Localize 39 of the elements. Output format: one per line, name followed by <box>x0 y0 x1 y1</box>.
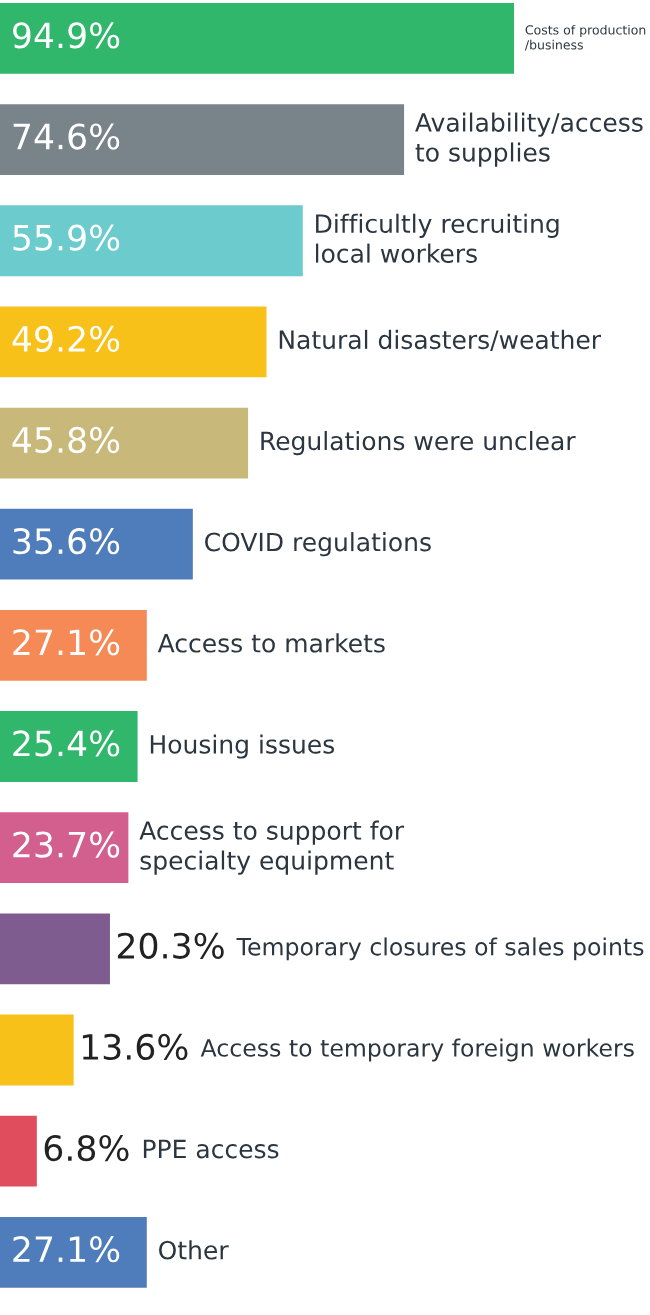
bar <box>0 3 515 74</box>
bar <box>0 104 405 175</box>
data-label: 25.4% <box>13 730 120 757</box>
y-tick-label: Access to support for specialty equipment <box>139 820 405 875</box>
data-label: 55.9% <box>13 224 120 251</box>
bar <box>0 913 110 985</box>
data-label: 27.1% <box>13 629 120 656</box>
y-tick-label: Costs of production /business <box>524 24 646 51</box>
bar <box>0 812 129 884</box>
y-tick-label: Temporary closures of sales points <box>236 937 644 961</box>
bar <box>0 508 193 580</box>
y-tick-label: Access to markets <box>157 633 385 653</box>
bar <box>0 205 303 277</box>
bar <box>0 609 147 681</box>
y-tick-label: Regulations were unclear <box>261 430 576 456</box>
bar <box>0 1014 74 1086</box>
data-label: 35.6% <box>13 528 120 555</box>
data-label: 45.8% <box>12 426 120 454</box>
data-label: 23.7% <box>13 831 120 858</box>
data-label: 27.1% <box>13 1236 120 1263</box>
data-label: 20.3% <box>117 932 224 959</box>
bar <box>0 1216 147 1288</box>
bar <box>0 407 249 479</box>
y-tick-label: Natural disasters/weather <box>279 329 602 352</box>
y-tick-label: COVID regulations <box>205 532 431 557</box>
data-label: 74.6% <box>13 123 120 150</box>
data-label: 94.9% <box>13 22 120 49</box>
data-label: 6.8% <box>44 1134 129 1162</box>
y-tick-label: Housing issues <box>150 734 335 759</box>
y-tick-label: Other <box>159 1240 229 1260</box>
y-tick-label: PPE access <box>143 1139 279 1159</box>
data-label: 13.6% <box>82 1033 188 1061</box>
bar <box>0 306 267 378</box>
y-tick-label: Availability/access to supplies <box>415 112 643 167</box>
bar <box>0 1115 37 1187</box>
data-label: 49.2% <box>12 325 120 352</box>
y-tick-label: Difficultly recruiting local workers <box>315 213 559 263</box>
bar <box>0 711 138 782</box>
y-tick-label: Access to temporary foreign workers <box>200 1038 634 1062</box>
